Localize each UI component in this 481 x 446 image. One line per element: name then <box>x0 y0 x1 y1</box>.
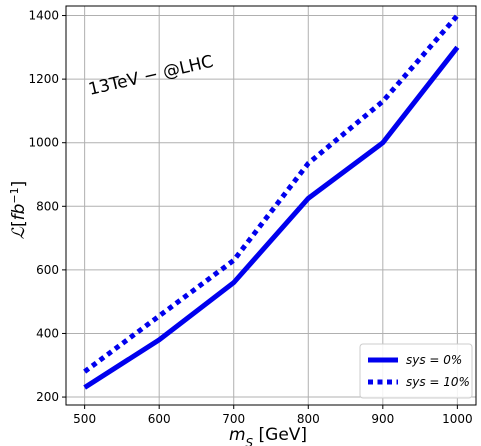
y-axis-label-group: ℒ[fb−1] <box>8 181 30 240</box>
y-tick-label: 800 <box>36 199 59 213</box>
series-line-sys-0 <box>83 45 460 390</box>
x-axis-label: mS [GeV] <box>229 425 307 446</box>
series-line-sys-10 <box>83 13 460 374</box>
x-tick-label: 1000 <box>442 412 473 426</box>
x-tick-label: 700 <box>222 412 245 426</box>
grid <box>66 6 476 405</box>
x-tick-label: 800 <box>297 412 320 426</box>
y-tick-label: 400 <box>36 326 59 340</box>
legend-label: sys = 10% <box>406 375 470 389</box>
y-tick-label: 600 <box>36 263 59 277</box>
legend-label: sys = 0% <box>406 353 462 367</box>
y-tick-label: 1200 <box>28 72 59 86</box>
plot-frame <box>65 5 477 406</box>
y-tick-label: 200 <box>36 390 59 404</box>
legend: sys = 0% sys = 10% <box>359 343 473 399</box>
chart-annotation: 13TeV − @LHC <box>87 52 216 100</box>
series-group <box>83 13 460 390</box>
x-tick-label: 600 <box>148 412 171 426</box>
y-tick-label: 1400 <box>28 9 59 23</box>
x-tick-label: 900 <box>371 412 394 426</box>
y-tick-label: 1000 <box>28 136 59 150</box>
x-tick-label: 500 <box>73 412 96 426</box>
y-axis-label: ℒ[fb−1] <box>8 181 30 240</box>
axes: 500 600 700 800 900 1000 200 400 600 800 1000 1200 1… <box>28 5 477 426</box>
